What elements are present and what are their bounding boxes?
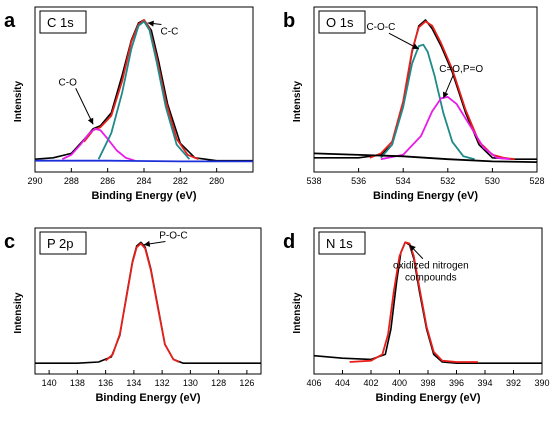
annotation-arrow-head [87,117,94,125]
x-tick-label: 132 [155,378,170,388]
panel-title-box: P 2p [39,231,87,255]
annotation-arrow-shaft [75,88,94,125]
x-tick-label: 130 [183,378,198,388]
panel-a: a C 1s 290 288 286 284 282 280 Binding Energy (e… [4,6,254,202]
annotation-arrow-head [409,244,416,252]
annotation-label: C-C [161,27,179,38]
x-tick-label: 396 [449,378,464,388]
series-line-1 [105,242,180,363]
x-tick-label: 402 [363,378,378,388]
series-line-1 [349,241,478,363]
x-tick-label: 404 [335,378,350,388]
series-line-1 [83,19,199,161]
y-axis-label: Intensity [292,81,303,123]
x-tick-label: 398 [420,378,435,388]
panel-title: O 1s [326,15,354,30]
x-tick-label: 282 [173,176,188,186]
y-axis-label: Intensity [13,292,24,334]
panel-b: b O 1s 538 536 534 532 530 528 Binding Energy (e… [283,6,545,202]
panel-letter: d [283,231,295,253]
title-box-frame [318,10,366,34]
panel-title-box: N 1s [318,231,366,255]
title-box-frame [318,231,366,255]
x-tick-label: 400 [392,378,407,388]
panel-c: c P 2p 140 138 136 134 132 130 128 126 Binding Ene… [4,227,262,404]
x-tick-label: 528 [529,176,544,186]
x-tick-label: 290 [27,176,42,186]
x-tick-label: 536 [351,176,366,186]
series-line-4 [35,159,253,163]
plot-frame [34,227,262,375]
annotation-arrow-head [147,20,154,27]
x-axis-label: Binding Energy (eV) [91,190,196,202]
x-tick-label: 138 [70,378,85,388]
x-tick-label: 126 [239,378,254,388]
y-axis-label: Intensity [13,81,24,123]
series-line-2 [380,43,475,161]
series-line-2 [61,127,136,162]
panel-title-box: C 1s [39,10,87,34]
annotation-label: C=O,P=O [439,64,483,75]
panel-title-box: O 1s [318,10,366,34]
series-line-0 [314,19,537,160]
x-tick-label: 286 [100,176,115,186]
title-box-frame [39,231,87,255]
x-axis-label: Binding Energy (eV) [375,392,480,404]
series-line-0 [34,19,253,162]
series-line-1 [369,20,515,161]
x-tick-label: 406 [306,378,321,388]
x-tick-label: 390 [534,378,549,388]
panel-letter: a [4,10,16,32]
x-axis-label: Binding Energy (eV) [373,190,478,202]
x-tick-label: 532 [440,176,455,186]
x-tick-label: 134 [126,378,141,388]
panel-title: N 1s [326,236,353,251]
x-axis-label: Binding Energy (eV) [95,392,200,404]
annotation-label: C-O [59,77,78,88]
x-tick-label: 128 [211,378,226,388]
annotation-label: C-O-C [366,22,395,33]
title-box-frame [39,10,87,34]
plot-frame [313,6,538,173]
annotation-label-line2: compounds [405,273,457,284]
y-axis-label: Intensity [292,292,303,334]
series-line-4 [313,152,538,163]
x-tick-label: 534 [396,176,411,186]
annotation-label: P-O-C [159,230,187,241]
annotation-arrow-head [442,91,449,99]
panel-letter: b [283,10,295,32]
annotation-arrow-head [412,43,419,49]
panel-letter: c [4,231,15,253]
x-tick-label: 288 [64,176,79,186]
x-tick-label: 284 [136,176,151,186]
annotation-label: oxidized nitrogen [393,261,469,272]
x-tick-label: 530 [485,176,500,186]
series-line-3 [380,96,511,161]
panel-title: C 1s [47,15,74,30]
annotation-arrow-head [143,240,151,247]
x-tick-label: 392 [506,378,521,388]
panel-d: d N 1s 406 404 402 400 398 396 394 392 390 Binding … [283,227,550,404]
x-tick-label: 136 [98,378,113,388]
x-tick-label: 140 [42,378,57,388]
x-tick-label: 394 [477,378,492,388]
x-tick-label: 538 [306,176,321,186]
panel-title: P 2p [47,236,74,251]
series-line-3 [97,20,191,160]
x-tick-label: 280 [209,176,224,186]
